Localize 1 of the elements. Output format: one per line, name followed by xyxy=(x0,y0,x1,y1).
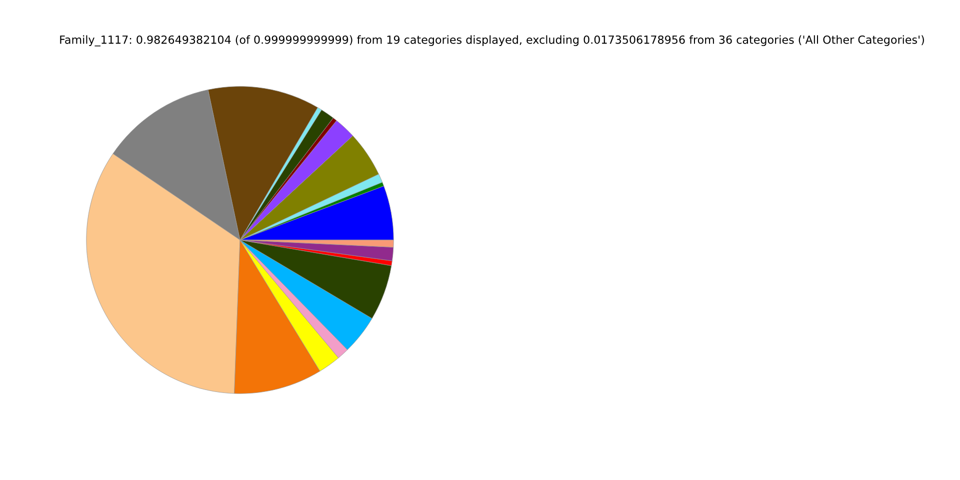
text: Family_1117: 0.982649382104 (of 0.999999999999) from 19 categories displayed, excluding 0.0173506178956 from 36 categories ('All Other Categories') xyxy=(60,35,924,46)
